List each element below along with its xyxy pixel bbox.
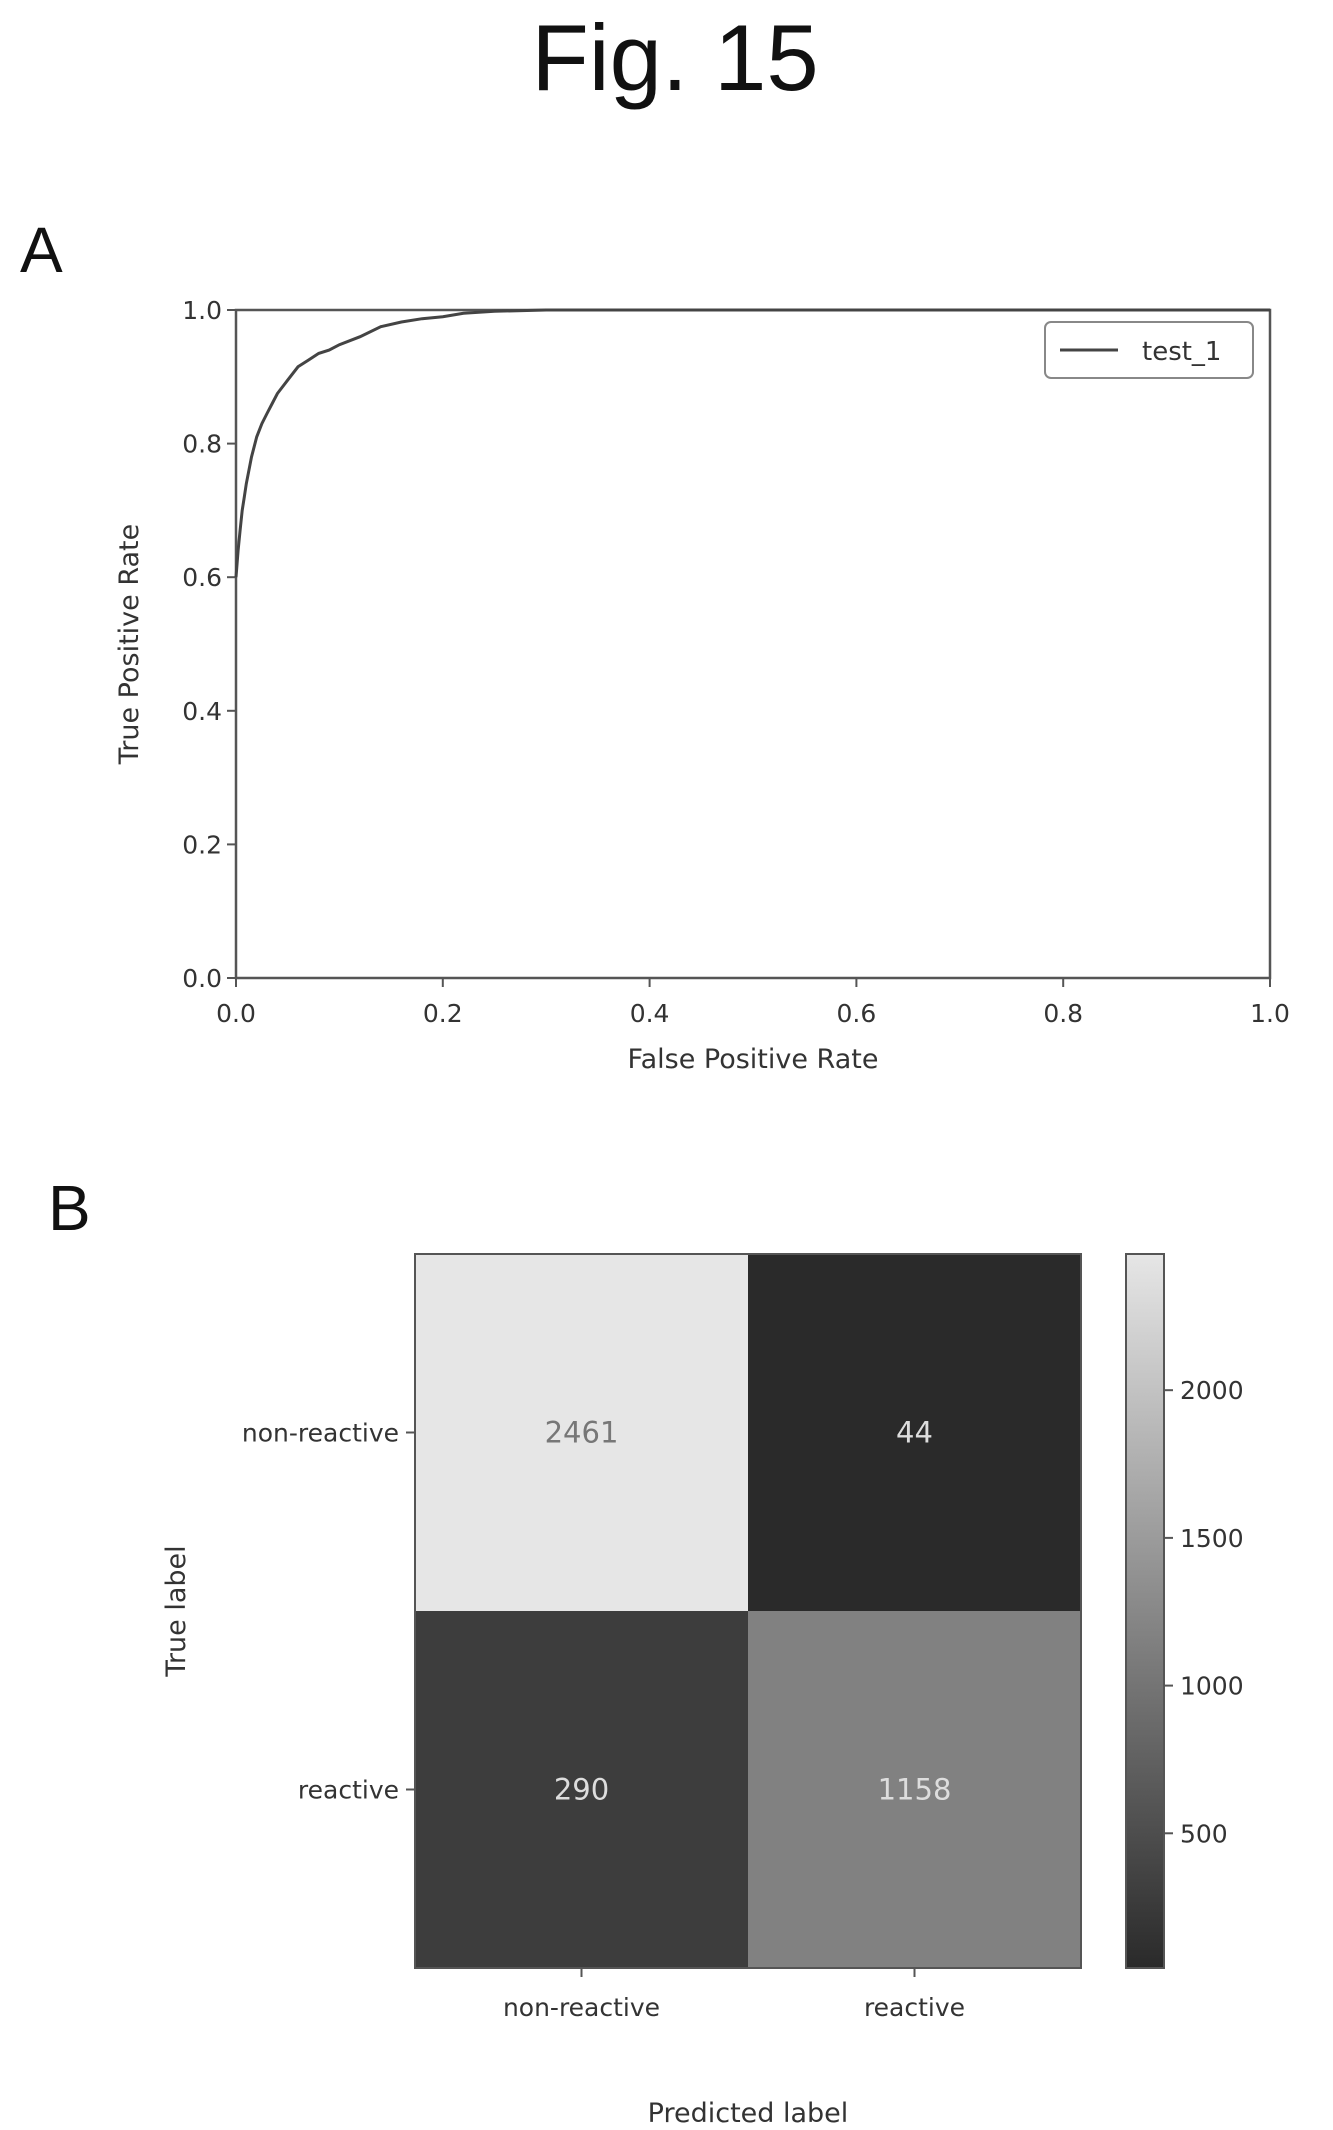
roc-legend: test_1 xyxy=(1044,321,1254,379)
cm-frame xyxy=(414,1253,1082,1969)
roc-x-tick-label: 0.6 xyxy=(837,999,877,1028)
cm-cell-value: 2461 xyxy=(545,1416,619,1450)
roc-x-tick-label: 1.0 xyxy=(1250,999,1290,1028)
cm-y-tick-label: non-reactive xyxy=(242,1419,399,1448)
roc-y-tick-label: 1.0 xyxy=(182,296,222,325)
cm-x-axis-label: Predicted label xyxy=(648,2098,849,2129)
roc-plot-frame xyxy=(234,308,1272,980)
cm-colorbar-ticks: 2000 1500 1000 500 xyxy=(1164,1376,1244,1848)
roc-x-tick-label: 0.4 xyxy=(630,999,670,1028)
cm-y-tick-label: reactive xyxy=(298,1776,399,1805)
cm-cell-value: 44 xyxy=(896,1416,933,1450)
cm-colorbar xyxy=(1125,1253,1165,1969)
roc-series-line xyxy=(234,308,1270,578)
roc-y-tick-label: 0.8 xyxy=(182,430,222,459)
roc-chart: 0.0 0.2 0.4 0.6 0.8 1.0 0.0 0.2 0.4 0.6 0.8 1.0 Fal… xyxy=(114,296,1290,1075)
cm-x-tick-label: non-reactive xyxy=(503,1993,660,2022)
cm-ticks: non-reactive reactive non-reactive reactive xyxy=(242,1419,965,2023)
roc-y-tick-label: 0.4 xyxy=(182,697,222,726)
cm-cell xyxy=(748,1254,1081,1611)
roc-x-tick-label: 0.0 xyxy=(216,999,256,1028)
roc-y-tick-label: 0.6 xyxy=(182,563,222,592)
roc-ticks: 0.0 0.2 0.4 0.6 0.8 1.0 0.0 0.2 0.4 0.6 0.8 1.0 xyxy=(182,296,1290,1028)
cm-colorbar-tick-label: 1000 xyxy=(1180,1672,1244,1701)
roc-legend-label: test_1 xyxy=(1142,337,1221,367)
panel-a-letter: A xyxy=(20,214,63,286)
roc-x-axis-label: False Positive Rate xyxy=(628,1044,879,1075)
figure-title: Fig. 15 xyxy=(531,5,818,110)
roc-x-tick-label: 0.8 xyxy=(1043,999,1083,1028)
roc-x-tick-label: 0.2 xyxy=(423,999,463,1028)
cm-y-axis-label: True label xyxy=(161,1545,192,1677)
panel-b-letter: B xyxy=(48,1172,91,1244)
cm-cell-value: 1158 xyxy=(878,1773,952,1807)
cm-x-tick-label: reactive xyxy=(864,1993,965,2022)
cm-cell-value: 290 xyxy=(554,1773,609,1807)
cm-cells: 2461 44 290 1158 xyxy=(415,1254,1081,1968)
cm-cell xyxy=(415,1254,748,1611)
cm-cell xyxy=(415,1611,748,1968)
cm-colorbar-tick-label: 1500 xyxy=(1180,1524,1244,1553)
cm-colorbar-tick-label: 2000 xyxy=(1180,1376,1244,1405)
roc-y-axis-label: True Positive Rate xyxy=(114,524,145,766)
cm-cell xyxy=(748,1611,1081,1968)
roc-y-tick-label: 0.2 xyxy=(182,830,222,859)
roc-legend-box xyxy=(1044,321,1254,379)
roc-y-tick-label: 0.0 xyxy=(182,964,222,993)
cm-colorbar-tick-label: 500 xyxy=(1180,1819,1228,1848)
